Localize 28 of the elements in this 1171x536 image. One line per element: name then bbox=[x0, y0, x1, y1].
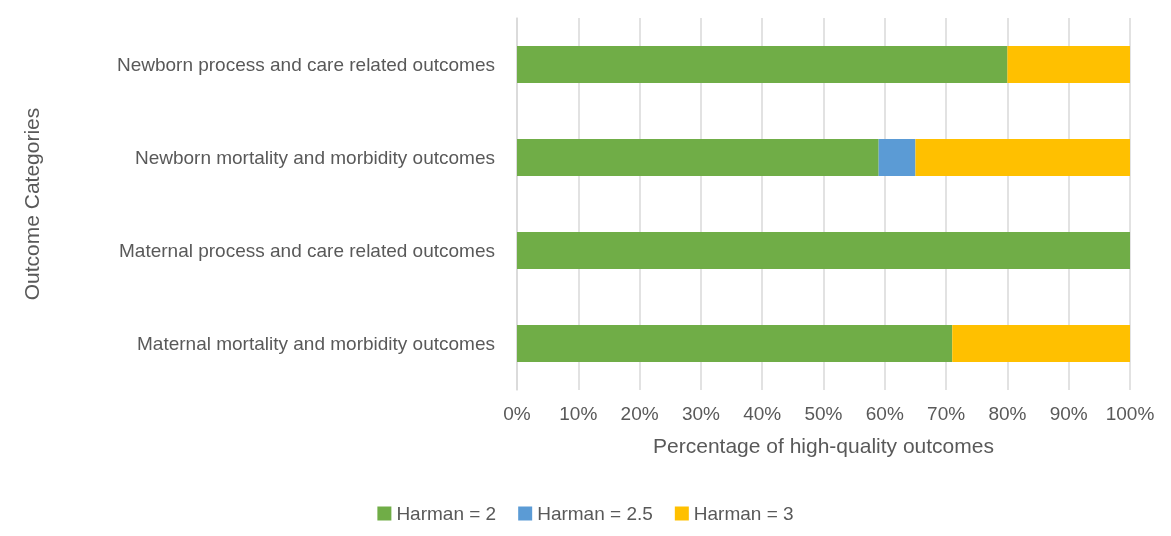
x-tick-label: 20% bbox=[620, 403, 659, 424]
y-axis-title: Outcome Categories bbox=[20, 107, 43, 301]
x-tick-label: 100% bbox=[1105, 403, 1155, 424]
legend-label: Harman = 3 bbox=[693, 503, 794, 524]
x-tick-label: 50% bbox=[804, 403, 843, 424]
bar bbox=[952, 324, 1130, 363]
bar bbox=[878, 138, 916, 177]
legend-label: Harman = 2 bbox=[396, 503, 497, 524]
x-tick-label: 90% bbox=[1049, 403, 1088, 424]
y-tick-label: Newborn process and care related outcomes bbox=[116, 54, 495, 75]
x-tick-label: 40% bbox=[743, 403, 782, 424]
x-tick-label: 70% bbox=[927, 403, 966, 424]
bar bbox=[517, 45, 1008, 84]
bar bbox=[915, 138, 1130, 177]
x-tick-label: 80% bbox=[988, 403, 1027, 424]
y-tick-label: Maternal mortality and morbidity outcomes bbox=[137, 333, 495, 354]
bar bbox=[517, 138, 879, 177]
y-tick-label: Newborn mortality and morbidity outcomes bbox=[134, 147, 495, 168]
legend-label: Harman = 2.5 bbox=[537, 503, 653, 524]
bar bbox=[517, 324, 953, 363]
x-axis-title: Percentage of high-quality outcomes bbox=[653, 434, 994, 457]
x-tick-label: 60% bbox=[865, 403, 904, 424]
bar bbox=[1007, 45, 1130, 84]
bar bbox=[517, 231, 1130, 270]
x-tick-label: 30% bbox=[681, 403, 721, 424]
y-tick-label: Maternal process and care related outcomes bbox=[119, 240, 495, 261]
x-tick-label: 0% bbox=[503, 403, 531, 424]
x-tick-label: 10% bbox=[559, 403, 598, 424]
